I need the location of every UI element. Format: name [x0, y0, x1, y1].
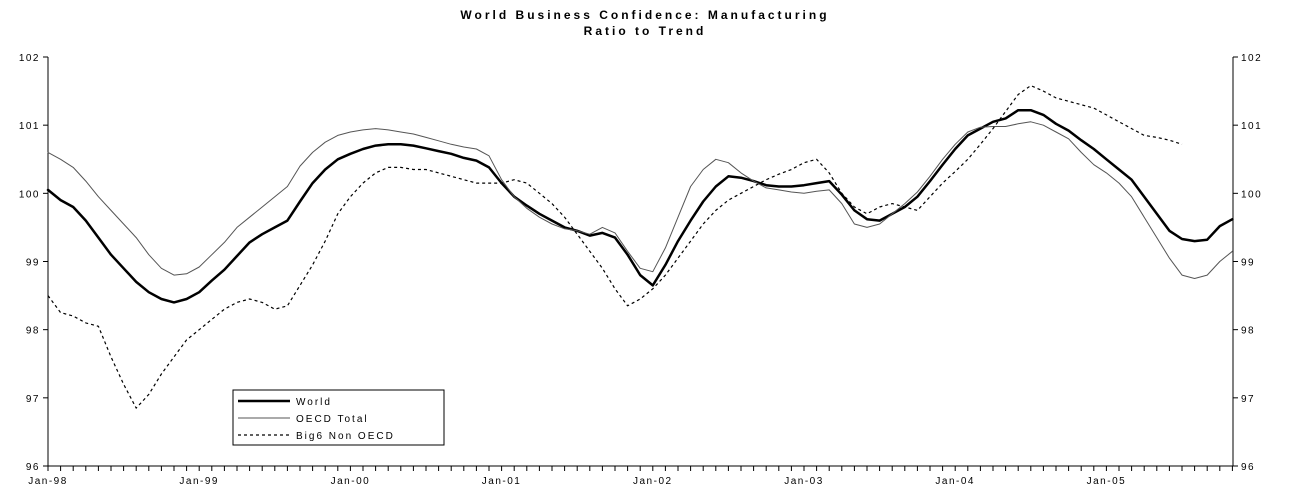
plot-frame — [47, 57, 1234, 467]
y-tick-label: 99 — [26, 258, 40, 269]
y-tick-label: 101 — [19, 121, 40, 132]
y-tick-label-right: 102 — [1241, 53, 1262, 64]
y-tick-label: 97 — [26, 394, 40, 405]
y-tick-label: 100 — [19, 189, 40, 200]
chart-subtitle: Ratio to Trend — [584, 24, 707, 38]
y-tick-label-right: 99 — [1241, 258, 1255, 269]
y-tick-label-right: 96 — [1241, 462, 1255, 473]
y-tick-label: 98 — [26, 326, 40, 337]
series-line-world — [46, 108, 1234, 304]
x-tick-label: Jan-00 — [331, 476, 371, 487]
y-tick-label-right: 100 — [1241, 189, 1262, 200]
y-tick-label-right: 98 — [1241, 326, 1255, 337]
x-tick-label: Jan-05 — [1087, 476, 1127, 487]
right-y-ticks: 96 97 98 99 100 101 102 — [1233, 53, 1262, 473]
legend: World OECD Total Big6 Non OECD — [232, 389, 445, 446]
x-tick-label: Jan-98 — [28, 476, 68, 487]
y-tick-label-right: 97 — [1241, 394, 1255, 405]
legend-label-world: World — [296, 397, 332, 408]
y-tick-label-right: 101 — [1241, 121, 1262, 132]
y-tick-label: 102 — [19, 53, 40, 64]
x-tick-label: Jan-04 — [935, 476, 975, 487]
x-tick-label: Jan-02 — [633, 476, 673, 487]
series-line-big6-non-oecd — [47, 84, 1183, 409]
x-ticks: Jan-98 Jan-99 Jan-00 Jan-01 Jan-02 Jan-03 Jan-… — [28, 466, 1233, 487]
x-tick-label: Jan-03 — [784, 476, 824, 487]
legend-label-oecd-total: OECD Total — [296, 414, 369, 425]
series-line-oecd-total — [47, 121, 1233, 279]
legend-label-big6-non-oecd: Big6 Non OECD — [296, 431, 395, 442]
series-layer — [46, 84, 1234, 409]
chart-title: World Business Confidence: Manufacturing — [460, 8, 829, 22]
left-y-ticks: 96 97 98 99 100 101 102 — [19, 53, 48, 473]
x-tick-label: Jan-99 — [179, 476, 219, 487]
x-tick-label: Jan-01 — [482, 476, 522, 487]
y-tick-label: 96 — [26, 462, 40, 473]
